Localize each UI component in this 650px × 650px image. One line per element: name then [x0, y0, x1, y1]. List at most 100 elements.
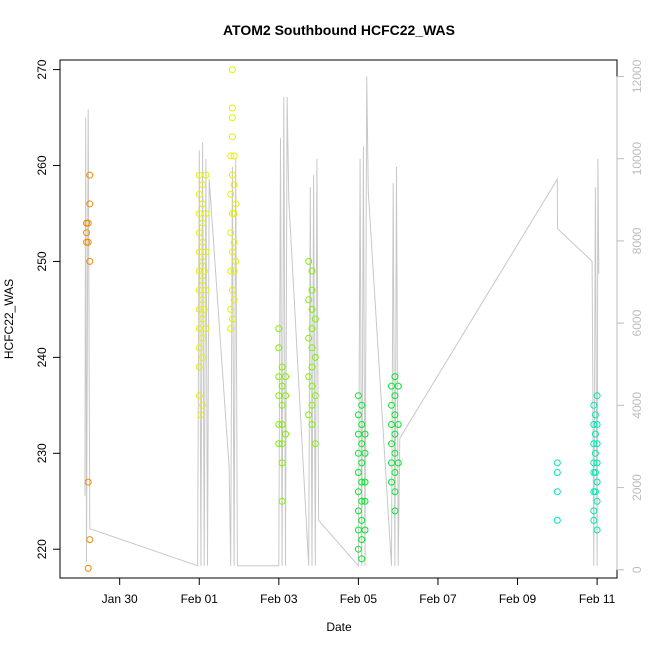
- data-point: [391, 392, 399, 400]
- data-point: [593, 526, 601, 534]
- data-point: [278, 401, 286, 409]
- data-point: [278, 363, 286, 371]
- data-point: [199, 315, 207, 323]
- data-point: [228, 66, 236, 74]
- data-point: [282, 373, 289, 381]
- data-point: [590, 507, 598, 515]
- data-point: [195, 210, 203, 217]
- data-point: [391, 488, 399, 496]
- data-point: [195, 171, 203, 179]
- data-point: [591, 469, 599, 476]
- data-point: [278, 459, 286, 467]
- data-point: [86, 200, 94, 208]
- data-point: [195, 325, 203, 333]
- data-point: [308, 305, 316, 313]
- data-point: [305, 334, 313, 342]
- chart-title: ATOM2 Southbound HCFC22_WAS: [223, 22, 455, 38]
- data-point: [308, 286, 316, 294]
- data-point: [358, 401, 366, 409]
- data-point: [354, 545, 362, 553]
- data-point: [591, 430, 599, 438]
- data-point: [227, 152, 235, 160]
- y-tick-label: 220: [35, 539, 49, 559]
- data-point: [199, 219, 207, 227]
- data-point: [388, 478, 395, 486]
- data-point: [305, 373, 313, 381]
- data-point: [232, 257, 240, 265]
- data-point: [358, 555, 366, 563]
- data-point: [86, 257, 94, 265]
- data-point: [195, 229, 203, 237]
- y-axis-right: 0 2000 4000 6000 8000 10000 12000: [616, 59, 644, 573]
- data-point: [227, 267, 235, 275]
- data-point: [591, 411, 599, 419]
- y-tick-label: 270: [35, 59, 49, 79]
- data-point: [275, 440, 283, 448]
- data-point: [199, 200, 207, 208]
- data-point: [202, 286, 210, 294]
- data-point: [593, 440, 601, 448]
- data-point: [275, 392, 283, 400]
- data-point: [230, 267, 238, 275]
- data-point: [230, 181, 238, 189]
- data-point: [202, 171, 210, 179]
- data-point: [354, 488, 362, 496]
- x-tick-label: Jan 30: [102, 592, 138, 606]
- data-point: [590, 421, 598, 428]
- data-point: [227, 325, 235, 333]
- x-tick-label: Feb 01: [181, 592, 219, 606]
- data-point: [202, 210, 210, 217]
- data-point: [388, 421, 395, 428]
- data-point: [305, 296, 313, 304]
- data-point: [84, 238, 92, 246]
- data-point: [388, 440, 395, 448]
- data-point: [84, 564, 92, 572]
- data-point: [593, 459, 601, 467]
- data-point: [358, 440, 366, 448]
- data-point: [230, 152, 238, 160]
- data-point: [308, 421, 316, 428]
- data-point: [394, 459, 402, 467]
- data-point: [199, 238, 207, 246]
- data-point: [391, 449, 399, 457]
- data-point: [358, 421, 366, 428]
- data-point: [278, 497, 286, 505]
- data-point: [202, 325, 210, 333]
- data-point: [593, 478, 601, 486]
- data-point: [278, 382, 286, 390]
- data-point: [228, 248, 236, 256]
- data-point: [388, 401, 395, 409]
- data-point: [275, 325, 283, 333]
- x-tick-label: Feb 09: [499, 592, 537, 606]
- data-point: [278, 440, 286, 448]
- data-point: [354, 430, 362, 438]
- data-point: [361, 526, 369, 534]
- data-point: [228, 286, 236, 294]
- data-point: [199, 257, 207, 265]
- y-axis-label: HCFC22_WAS: [2, 279, 16, 359]
- y-axis-left: 220 230 240 250 260 270: [35, 59, 61, 559]
- x-tick-label: Feb 07: [419, 592, 457, 606]
- data-point: [197, 411, 205, 419]
- data-point: [230, 238, 238, 246]
- data-point: [275, 421, 283, 428]
- data-point: [228, 171, 236, 179]
- data-point: [228, 114, 236, 122]
- data-point: [361, 497, 369, 505]
- data-point: [86, 171, 94, 179]
- data-point: [199, 296, 207, 304]
- x-tick-label: Feb 03: [260, 592, 298, 606]
- data-point: [305, 411, 313, 419]
- data-point: [202, 248, 210, 256]
- data-point: [358, 536, 366, 544]
- data-point: [358, 497, 366, 505]
- data-point: [354, 526, 362, 534]
- data-point: [195, 267, 203, 275]
- data-point: [553, 488, 561, 496]
- data-point: [590, 440, 598, 448]
- data-points: [83, 66, 601, 572]
- data-point: [200, 305, 208, 313]
- y2-tick-label: 4000: [630, 392, 644, 419]
- data-point: [391, 373, 399, 381]
- data-point: [311, 353, 319, 361]
